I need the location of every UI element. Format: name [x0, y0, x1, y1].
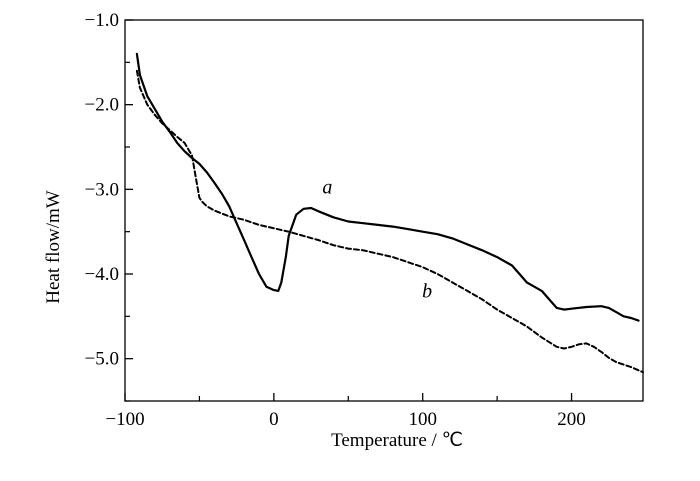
x-tick-label: 200 [557, 409, 586, 430]
y-tick-label: −1.0 [85, 10, 119, 31]
series-annotation-b: b [422, 281, 432, 303]
series-annotation-a: a [322, 177, 332, 199]
x-tick-label: −100 [105, 409, 144, 430]
y-tick-label: −3.0 [85, 179, 119, 200]
plot-area-border [124, 19, 644, 402]
y-tick-label: −2.0 [85, 95, 119, 116]
x-tick-label: 0 [269, 409, 279, 430]
series-line-a [135, 52, 640, 322]
series-line-b [135, 69, 644, 374]
series-layer [135, 52, 644, 374]
plot-frame [124, 19, 644, 402]
x-tick-label: 100 [408, 409, 437, 430]
y-axis: −1.0 −2.0 −3.0 −4.0 −5.0 [85, 10, 133, 402]
x-axis: −100 0 100 200 [105, 393, 586, 430]
y-axis-label: Heat flow/mW [43, 190, 64, 304]
x-axis-label: Temperature / ℃ [331, 430, 463, 451]
y-tick-label: −5.0 [85, 349, 119, 370]
annotation-layer: ab [322, 177, 432, 303]
y-tick-label: −4.0 [85, 264, 119, 285]
